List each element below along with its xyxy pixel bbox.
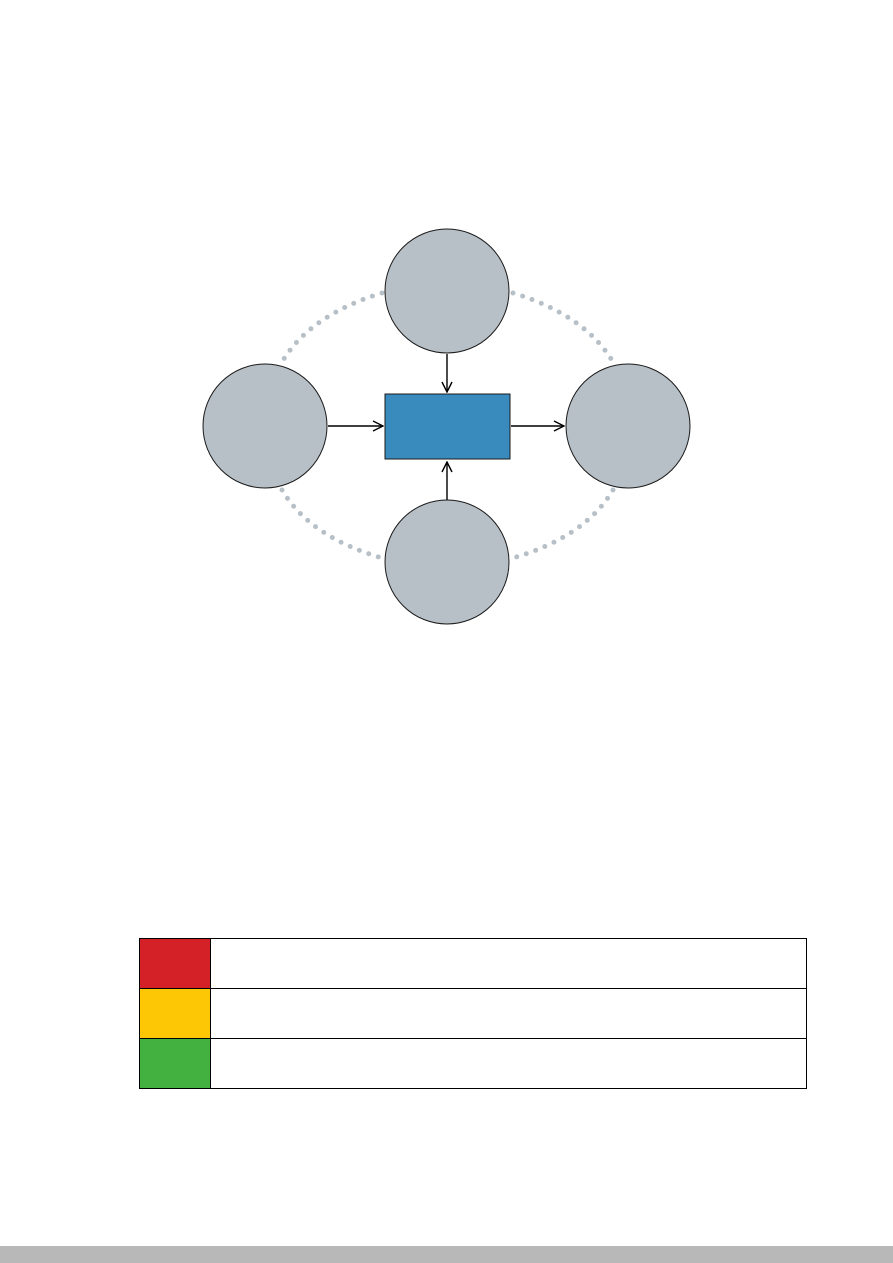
dotted-arc-top-right xyxy=(510,290,616,365)
node-right xyxy=(565,363,691,489)
legend-row-green xyxy=(139,1038,807,1089)
legend-row-yellow xyxy=(139,988,807,1039)
footer-bar xyxy=(0,1246,893,1263)
yellow-swatch xyxy=(139,988,211,1039)
arrows xyxy=(328,354,564,501)
node-bottom xyxy=(384,499,510,625)
legend-label-yellow xyxy=(210,988,807,1039)
red-swatch xyxy=(139,938,211,989)
dotted-arc-bottom-right xyxy=(510,487,616,561)
node-left xyxy=(202,363,328,489)
dotted-connectors xyxy=(279,290,616,561)
dotted-arc-top-left xyxy=(279,290,385,365)
color-legend-table xyxy=(139,938,807,1089)
dotted-arc-bottom-left xyxy=(279,487,385,561)
center-box xyxy=(384,393,511,460)
legend-label-red xyxy=(210,938,807,989)
node-top xyxy=(384,228,510,354)
green-swatch xyxy=(139,1038,211,1089)
cycle-diagram xyxy=(202,228,691,625)
legend-row-red xyxy=(139,938,807,989)
legend-label-green xyxy=(210,1038,807,1089)
